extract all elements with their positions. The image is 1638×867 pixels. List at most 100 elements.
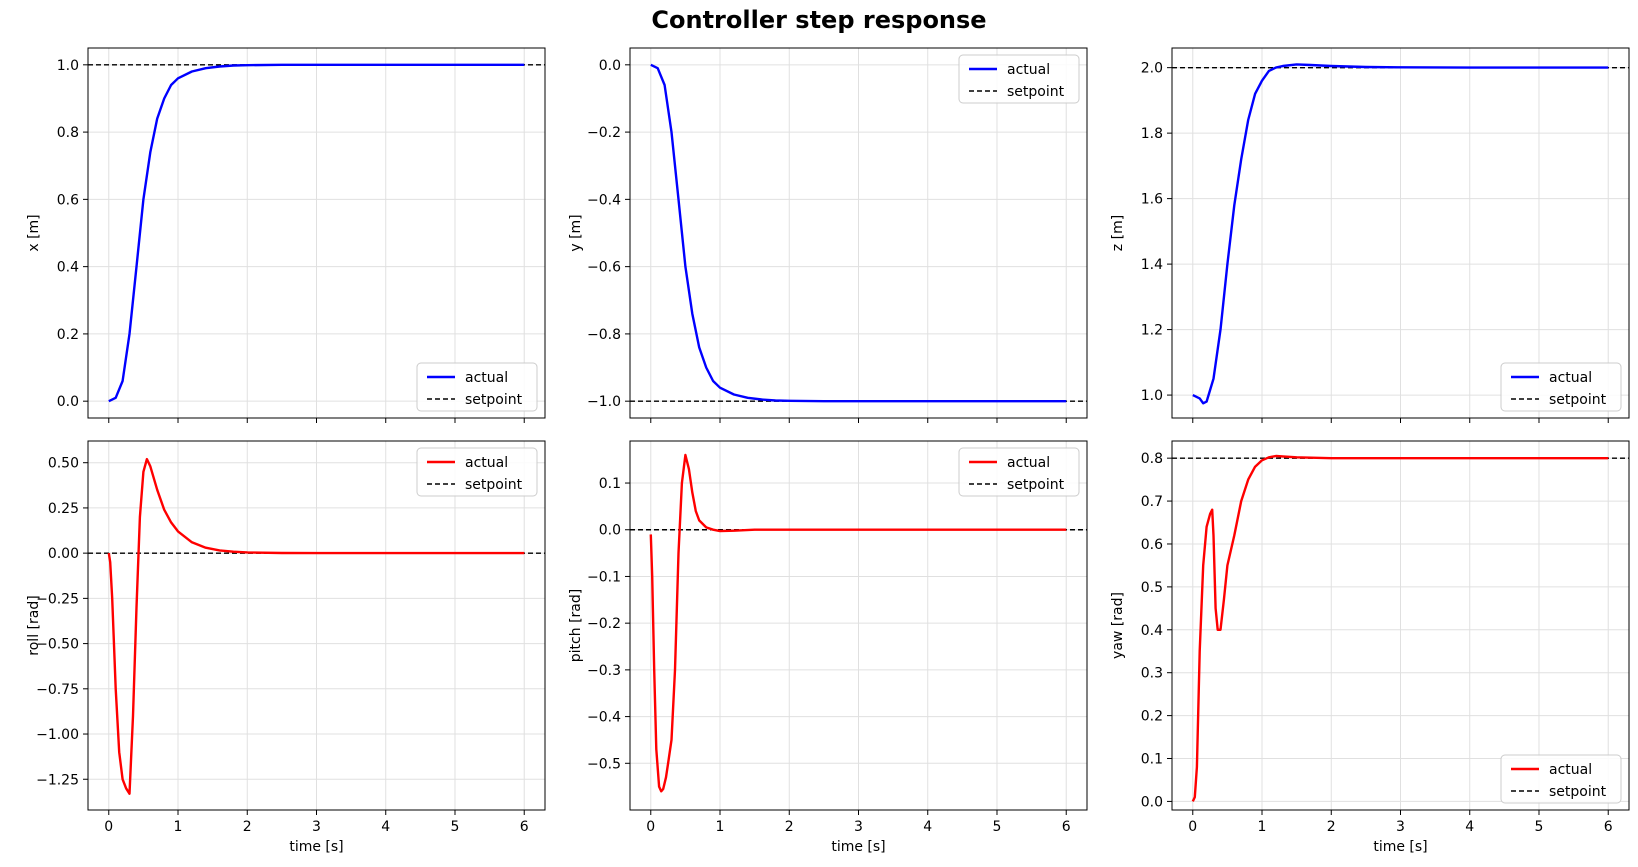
y-tick-label: −0.2 [587,616,621,632]
y-axis-label: y [m] [568,214,584,251]
legend: actual setpoint [1500,754,1622,804]
x-tick-label: 4 [923,819,932,835]
y-tick-label: −0.50 [36,637,79,653]
y-tick-label: 0.25 [48,501,79,517]
x-tick-label: 3 [854,819,863,835]
y-tick-label: 0.1 [599,476,621,492]
y-tick-label: −0.75 [36,682,79,698]
x-tick-label: 6 [1062,819,1071,835]
axes-frame [1171,47,1630,419]
series-line-actual [1191,454,1609,802]
axes-frame [87,440,546,811]
series-line-actual [1192,63,1609,405]
series-line-actual [650,63,1067,403]
y-tick-label: 0.8 [57,125,79,141]
x-tick-label: 1 [1258,819,1267,835]
y-tick-label: −0.1 [587,569,621,585]
series-line-actual [107,457,525,795]
legend: actual setpoint [416,362,538,412]
x-tick-label: 5 [1535,819,1544,835]
legend-label-setpoint: setpoint [1549,784,1607,800]
y-tick-label: −1.0 [587,394,621,410]
y-tick-label: −0.3 [587,663,621,679]
legend-label-actual: actual [465,455,508,471]
x-tick-label: 2 [1327,819,1336,835]
y-axis-label: x [m] [26,214,42,251]
legend: actual setpoint [416,447,538,497]
y-tick-label: −0.4 [587,710,621,726]
subplot-x: 0.0 0.2 0.4 0.6 0.8 1.0 x [m] actual setpoint [26,47,546,423]
y-tick-label: 0.7 [1141,494,1163,510]
y-tick-label: 0.50 [48,456,79,472]
y-tick-label: 0.6 [1141,537,1163,553]
x-tick-label: 6 [1604,819,1613,835]
x-tick-label: 0 [646,819,655,835]
legend-label-setpoint: setpoint [465,392,523,408]
legend: actual setpoint [958,54,1080,104]
x-tick-label: 5 [993,819,1002,835]
y-tick-label: −1.25 [36,772,79,788]
legend-label-setpoint: setpoint [1007,84,1065,100]
series-line-actual [649,453,1067,793]
axes-frame [87,47,546,419]
x-tick-label: 1 [716,819,725,835]
y-tick-label: −0.2 [587,125,621,141]
y-tick-label: 0.0 [599,58,621,74]
x-tick-label: 5 [451,819,460,835]
x-axis-label: time [s] [1373,839,1427,855]
figure-title: Controller step response [651,6,987,34]
y-tick-label: 0.5 [1141,580,1163,596]
y-tick-label: −0.8 [587,327,621,343]
y-tick-label: 1.8 [1141,126,1163,142]
y-tick-label: 0.00 [48,546,79,562]
y-tick-label: −0.6 [587,260,621,276]
legend: actual setpoint [1500,362,1622,412]
x-tick-label: 4 [1465,819,1474,835]
y-tick-label: 1.0 [57,58,79,74]
x-tick-label: 3 [312,819,321,835]
y-tick-label: 0.4 [57,260,79,276]
y-axis-label: z [m] [1110,215,1126,251]
legend-label-actual: actual [1007,62,1050,78]
y-tick-label: 0.4 [1141,623,1163,639]
y-tick-label: −0.4 [587,192,621,208]
y-tick-label: 0.0 [1141,794,1163,810]
x-axis-label: time [s] [831,839,885,855]
y-tick-label: −0.25 [36,591,79,607]
legend-label-setpoint: setpoint [1549,392,1607,408]
x-tick-label: 6 [520,819,529,835]
y-tick-label: 0.0 [599,523,621,539]
y-tick-label: 1.6 [1141,192,1163,208]
y-tick-label: −0.5 [587,756,621,772]
legend-label-actual: actual [1007,455,1050,471]
x-tick-label: 0 [104,819,113,835]
x-tick-label: 2 [243,819,252,835]
legend-label-setpoint: setpoint [465,477,523,493]
y-tick-label: 1.0 [1141,388,1163,404]
legend-label-setpoint: setpoint [1007,477,1065,493]
legend-label-actual: actual [1549,762,1592,778]
x-tick-label: 2 [785,819,794,835]
y-tick-label: 1.4 [1141,257,1163,273]
x-tick-label: 1 [174,819,183,835]
y-tick-label: 0.1 [1141,752,1163,768]
axes-frame [629,440,1088,811]
y-tick-label: 2.0 [1141,61,1163,77]
subplot-y: −1.0 −0.8 −0.6 −0.4 −0.2 0.0 y [m] actual setpoi… [568,47,1088,423]
y-tick-label: 0.2 [1141,709,1163,725]
y-tick-label: 1.2 [1141,323,1163,339]
legend-label-actual: actual [1549,370,1592,386]
y-tick-label: −1.00 [36,727,79,743]
y-tick-label: 0.6 [57,192,79,208]
y-tick-label: 0.0 [57,394,79,410]
x-axis-label: time [s] [289,839,343,855]
y-axis-label: pitch [rad] [568,589,584,662]
y-tick-label: 0.3 [1141,666,1163,682]
y-axis-label: roll [rad] [26,595,42,655]
subplot-roll: 0 1 2 3 4 5 6 −1.25 −1.00 −0.75 −0.50 −0.25 0.00 0.25… [26,440,546,855]
x-tick-label: 0 [1188,819,1197,835]
axes-frame [1171,440,1630,811]
subplot-z: 1.0 1.2 1.4 1.6 1.8 2.0 z [m] actual setpoint [1110,47,1630,423]
legend: actual setpoint [958,447,1080,497]
